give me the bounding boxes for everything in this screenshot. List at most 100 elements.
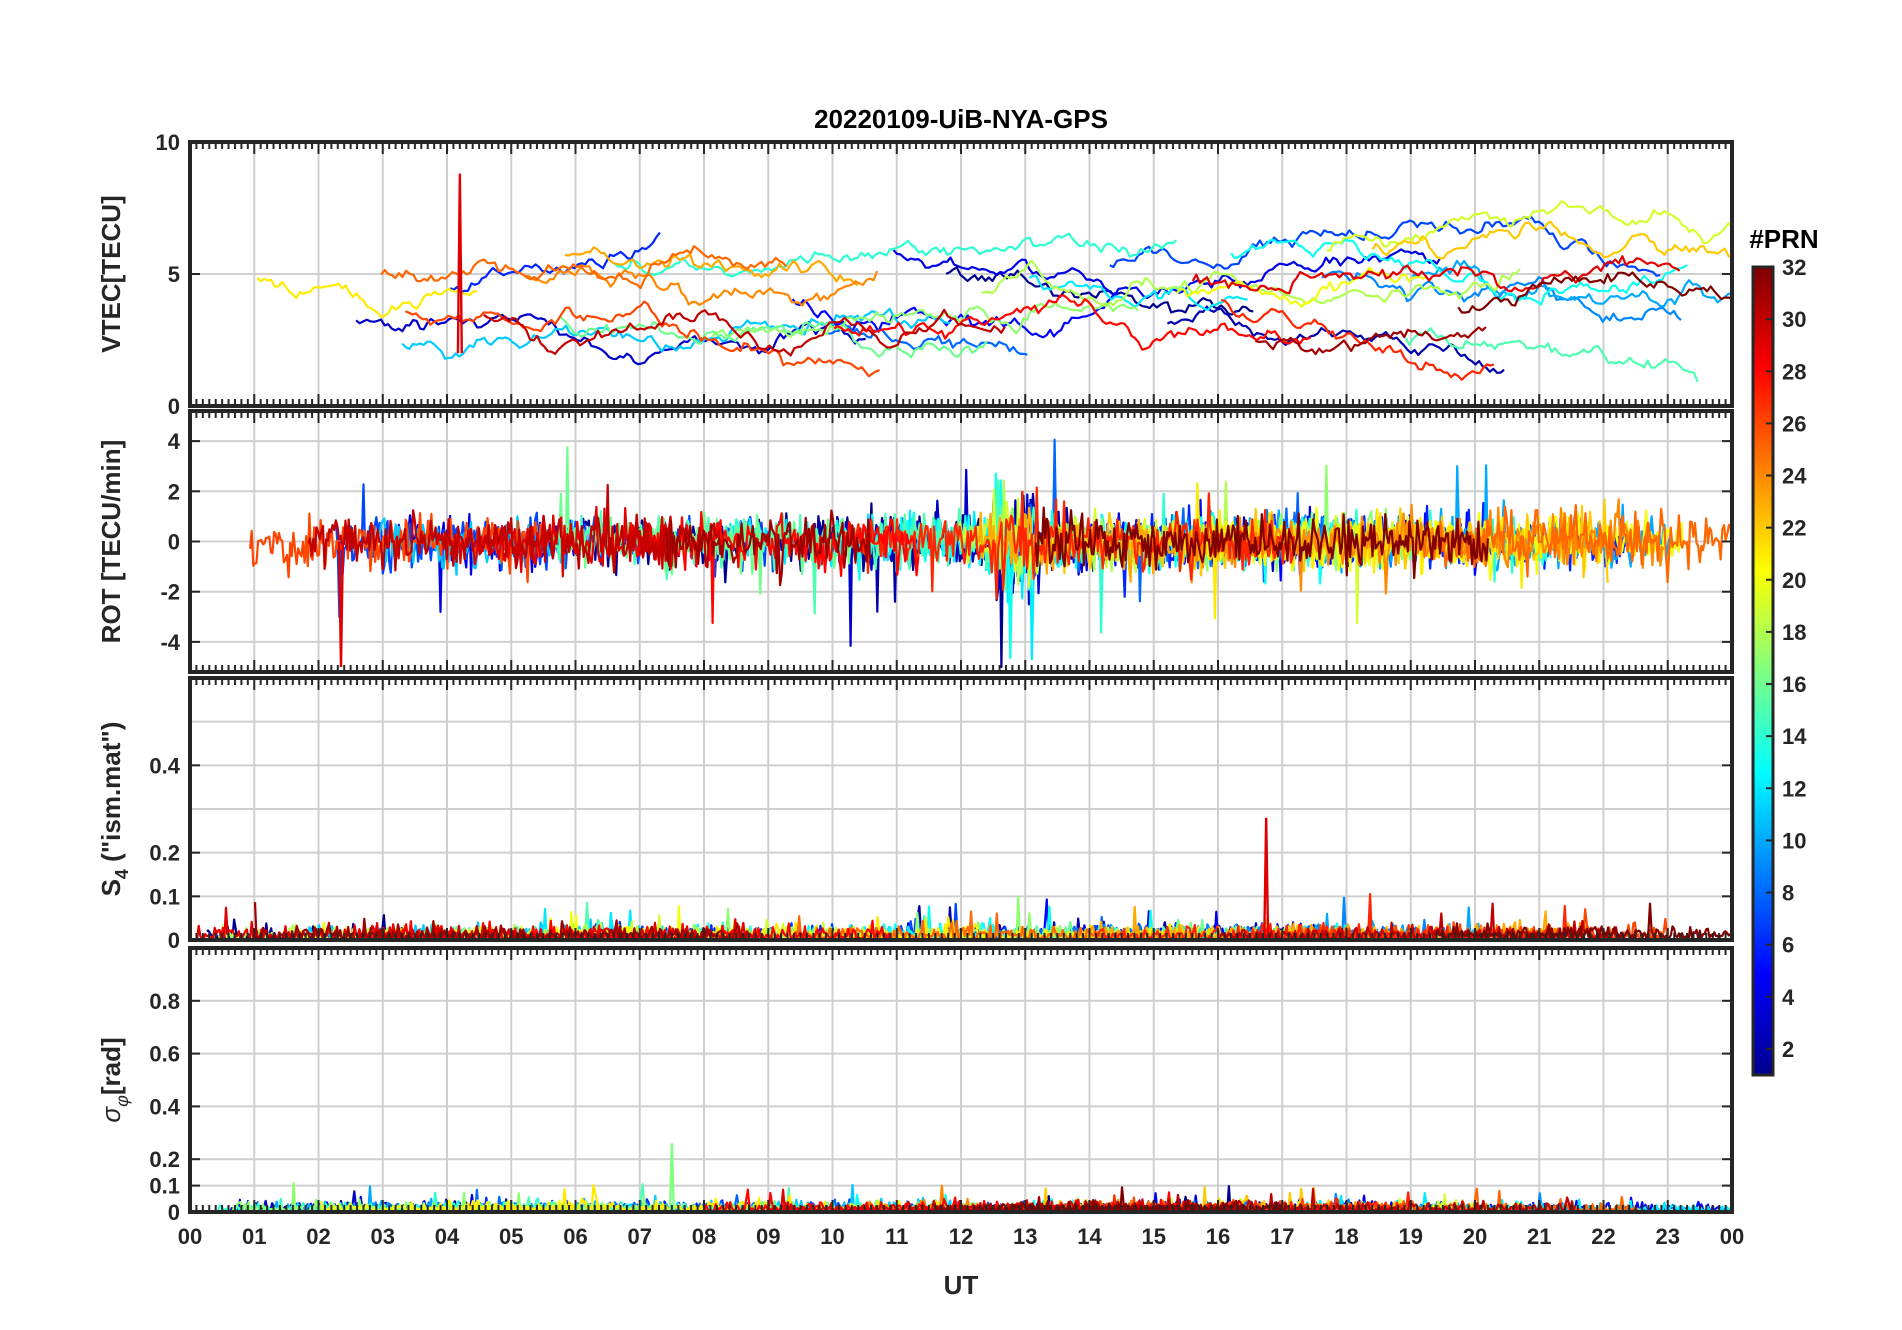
y-tick-label: 0.1 [149,1174,180,1199]
panel-rot: -4 -2 0 2 4 ROT [TECU/min] [96,409,1734,674]
colorbar-tick-label: 28 [1782,359,1806,384]
colorbar-tick-label: 24 [1782,464,1807,489]
series-peak [337,541,345,667]
x-axis-ticks: 00 01 02 03 04 05 06 07 08 09 10 11 12 13 14 15 16 17 18 19… [178,1224,1744,1249]
x-tick-label: 22 [1591,1224,1615,1249]
colorbar-tick-label: 20 [1782,568,1806,593]
y-tick-label: 0.1 [149,884,180,909]
colorbar-tick-label: 8 [1782,881,1794,906]
y-tick-label: 10 [156,130,180,155]
y-tick-label: 0 [168,394,180,419]
y-tick-label: 0.4 [149,1094,180,1119]
x-tick-label: 13 [1013,1224,1037,1249]
x-tick-label: 11 [885,1224,908,1249]
x-tick-label: 23 [1656,1224,1680,1249]
series-peak [668,1143,676,1212]
series-prn-23 [564,246,859,287]
x-axis-label: UT [944,1270,979,1300]
y-tick-label: 0.8 [149,989,180,1014]
series-prn-17 [711,301,1139,338]
x-tick-label: 01 [242,1224,266,1249]
y-tick-label: -4 [160,630,180,655]
y-tick-label: 0.2 [149,1147,180,1172]
y-axis-label: S4 ("ism.mat") [96,722,132,897]
x-tick-label: 20 [1463,1224,1487,1249]
colorbar-tick-label: 2 [1782,1037,1794,1062]
series-prn-22 [1371,220,1732,260]
colorbar-title: #PRN [1749,224,1818,254]
series-peak [1263,817,1270,940]
colorbar-tick-label: 12 [1782,776,1806,801]
x-tick-label: 00 [1720,1224,1744,1249]
x-tick-label: 08 [692,1224,716,1249]
colorbar-tick-label: 16 [1782,672,1806,697]
series-prn-19 [1326,200,1732,252]
x-tick-label: 00 [178,1224,202,1249]
x-tick-label: 09 [756,1224,780,1249]
colorbar-tick-label: 10 [1782,828,1806,853]
y-tick-label: 5 [168,262,180,287]
series-prn-14 [613,232,1178,278]
x-tick-label: 21 [1527,1224,1551,1249]
series-prn-4 [892,248,1442,300]
y-tick-label: 0 [168,1200,180,1225]
series-prn-10 [1409,259,1732,308]
series-prn-25 [380,245,788,290]
series-prn-31 [1254,326,1487,356]
colorbar-tick-label: 32 [1782,255,1806,280]
series-prn-27 [847,486,1296,600]
colorbar-tick-label: 18 [1782,620,1806,645]
x-tick-label: 07 [628,1224,652,1249]
colorbar-tick-label: 4 [1782,985,1795,1010]
x-tick-label: 04 [435,1224,460,1249]
y-tick-label: 0.4 [149,753,180,778]
series-prn-30 [307,483,723,574]
x-tick-label: 05 [499,1224,523,1249]
y-axis-label: σφ[rad] [96,1037,132,1122]
series-prn-31 [665,509,872,587]
y-tick-label: 0 [168,928,180,953]
y-tick-label: 0.2 [149,841,180,866]
series-prn-25 [1421,504,1732,584]
colorbar-tick-label: 14 [1782,724,1807,749]
colorbar-gradient [1751,265,1775,1077]
x-tick-label: 17 [1270,1224,1294,1249]
series-prn-27 [1220,298,1495,381]
series-prn-2 [1166,305,1505,374]
series-prn-29 [1191,255,1681,295]
series-prn-6 [449,231,661,294]
series-prn-32 [1034,506,1490,580]
x-tick-label: 06 [563,1224,587,1249]
y-axis-label: ROT [TECU/min] [96,440,126,644]
y-tick-label: 0.6 [149,1042,180,1067]
series-prn-24 [525,264,879,307]
series-prn-26 [404,300,880,378]
y-tick-label: 2 [168,479,180,504]
y-tick-label: -2 [160,580,180,605]
series-prn-3 [355,313,866,366]
y-tick-label: 4 [168,429,181,454]
x-tick-label: 03 [371,1224,395,1249]
x-tick-label: 14 [1077,1224,1102,1249]
x-tick-label: 10 [820,1224,844,1249]
y-axis-label: VTEC[TECU] [96,195,126,352]
series-prn-15 [1404,327,1699,383]
x-tick-label: 19 [1399,1224,1423,1249]
series-prn-13 [1230,238,1688,306]
series-prn-7 [1109,216,1661,277]
series-prn-21 [256,277,478,319]
series-prn-12 [1028,274,1248,311]
colorbar-tick-label: 30 [1782,307,1806,332]
x-tick-label: 12 [949,1224,973,1249]
x-tick-label: 18 [1334,1224,1358,1249]
series-peak [456,173,463,354]
panel-vtec: 0 5 10 VTEC[TECU] [96,130,1734,419]
x-tick-label: 16 [1206,1224,1230,1249]
x-tick-label: 02 [306,1224,330,1249]
panel-sigphi: 00.10.2 0.4 0.6 0.8 σφ[rad] [96,946,1734,1225]
colorbar-tick-label: 22 [1782,516,1806,541]
panel-s4: 0 0.1 0.2 0.4 S4 ("ism.mat") [96,676,1734,953]
